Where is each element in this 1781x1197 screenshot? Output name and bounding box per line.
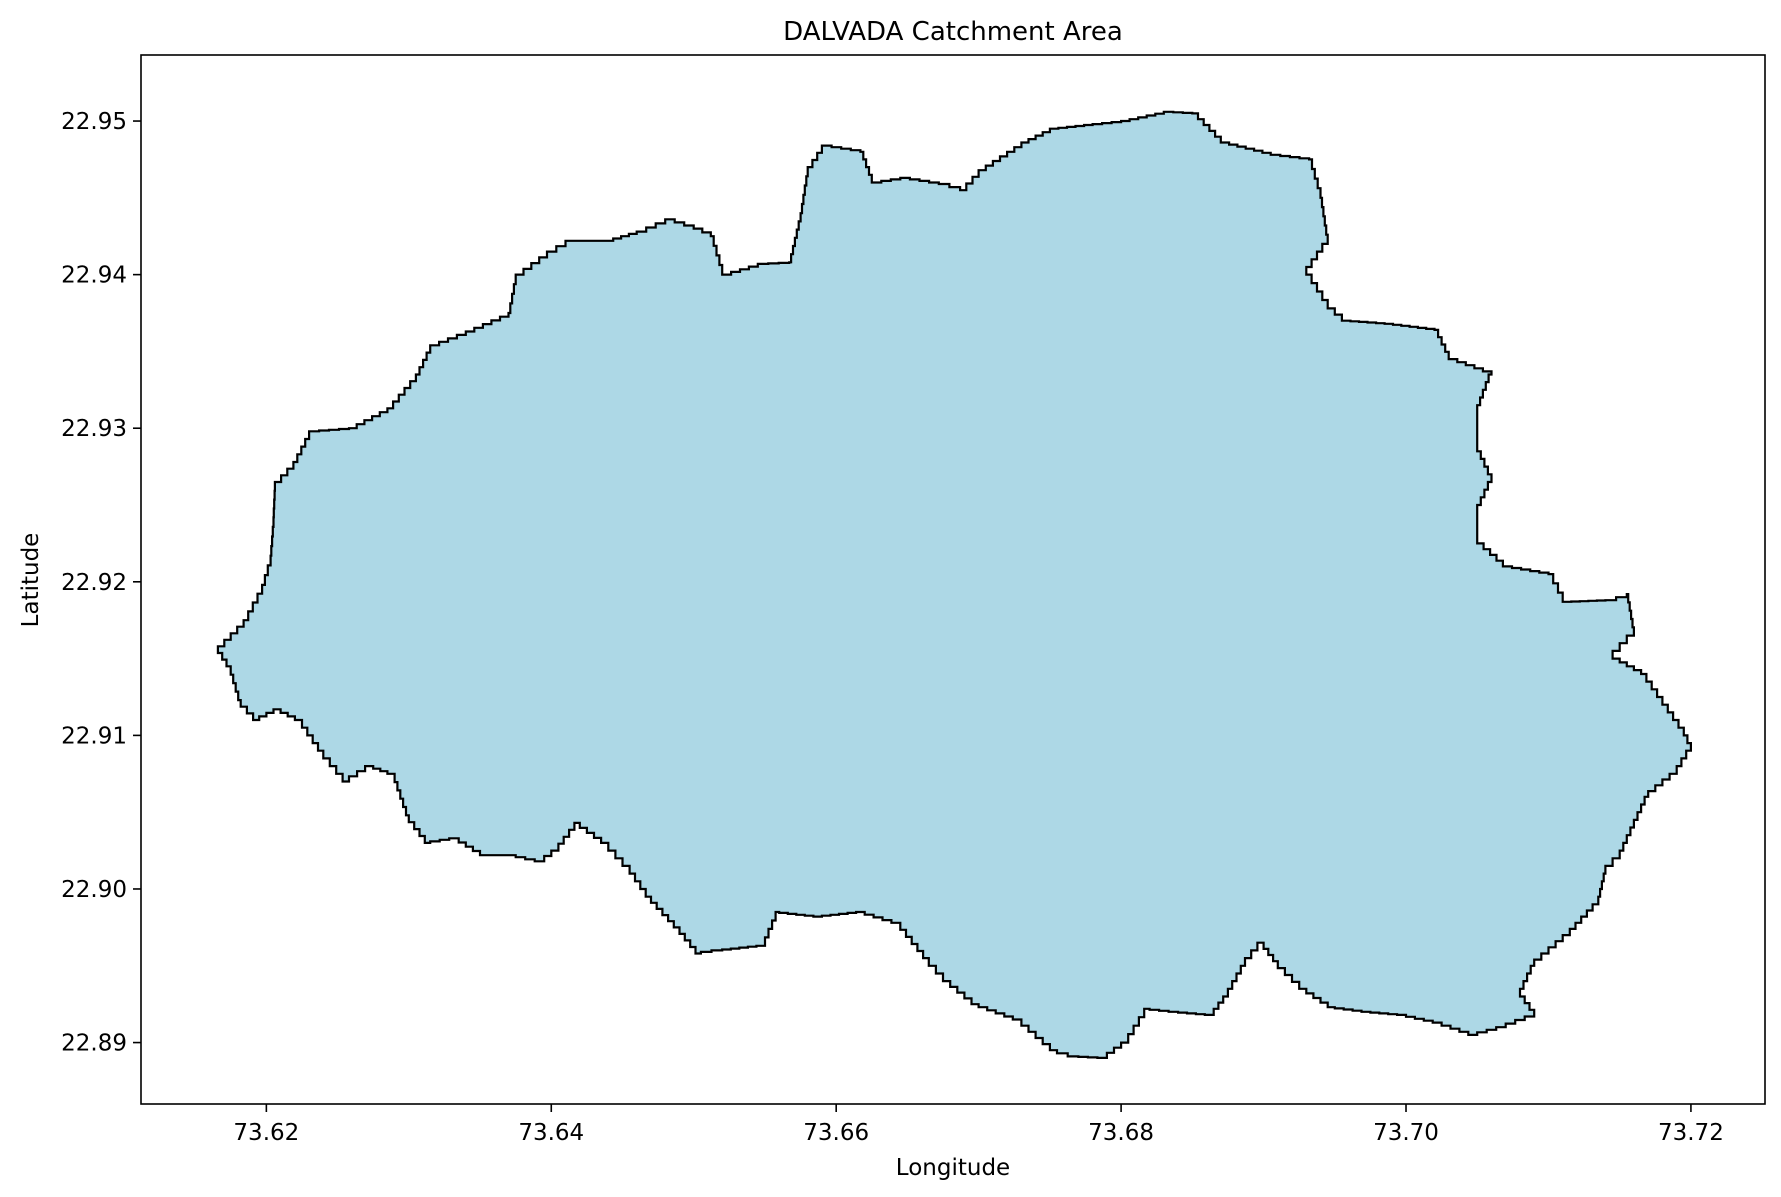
y-tick-label: 22.91	[61, 723, 127, 749]
y-tick-label: 22.89	[61, 1031, 127, 1057]
axes-frame	[140, 54, 1766, 1105]
catchment-polygon	[216, 110, 1692, 1059]
x-tick-label: 73.64	[518, 1120, 584, 1146]
chart-title: DALVADA Catchment Area	[783, 17, 1123, 47]
y-axis-label: Latitude	[18, 533, 44, 628]
x-axis: 73.62 73.64 73.66 73.68 73.70 73.72	[233, 1104, 1724, 1146]
x-tick-label: 73.68	[1088, 1120, 1154, 1146]
y-axis: 22.89 22.90 22.91 22.92 22.93 22.94 22.95	[61, 109, 141, 1057]
plot-area	[216, 110, 1692, 1059]
x-tick-label: 73.66	[803, 1120, 869, 1146]
x-tick-label: 73.70	[1373, 1120, 1439, 1146]
y-tick-label: 22.90	[61, 877, 127, 903]
y-tick-label: 22.93	[61, 416, 127, 442]
y-tick-label: 22.95	[61, 109, 127, 135]
x-tick-label: 73.62	[233, 1120, 299, 1146]
x-tick-label: 73.72	[1658, 1120, 1724, 1146]
y-tick-label: 22.94	[61, 263, 127, 289]
y-tick-label: 22.92	[61, 570, 127, 596]
x-axis-label: Longitude	[896, 1155, 1010, 1181]
